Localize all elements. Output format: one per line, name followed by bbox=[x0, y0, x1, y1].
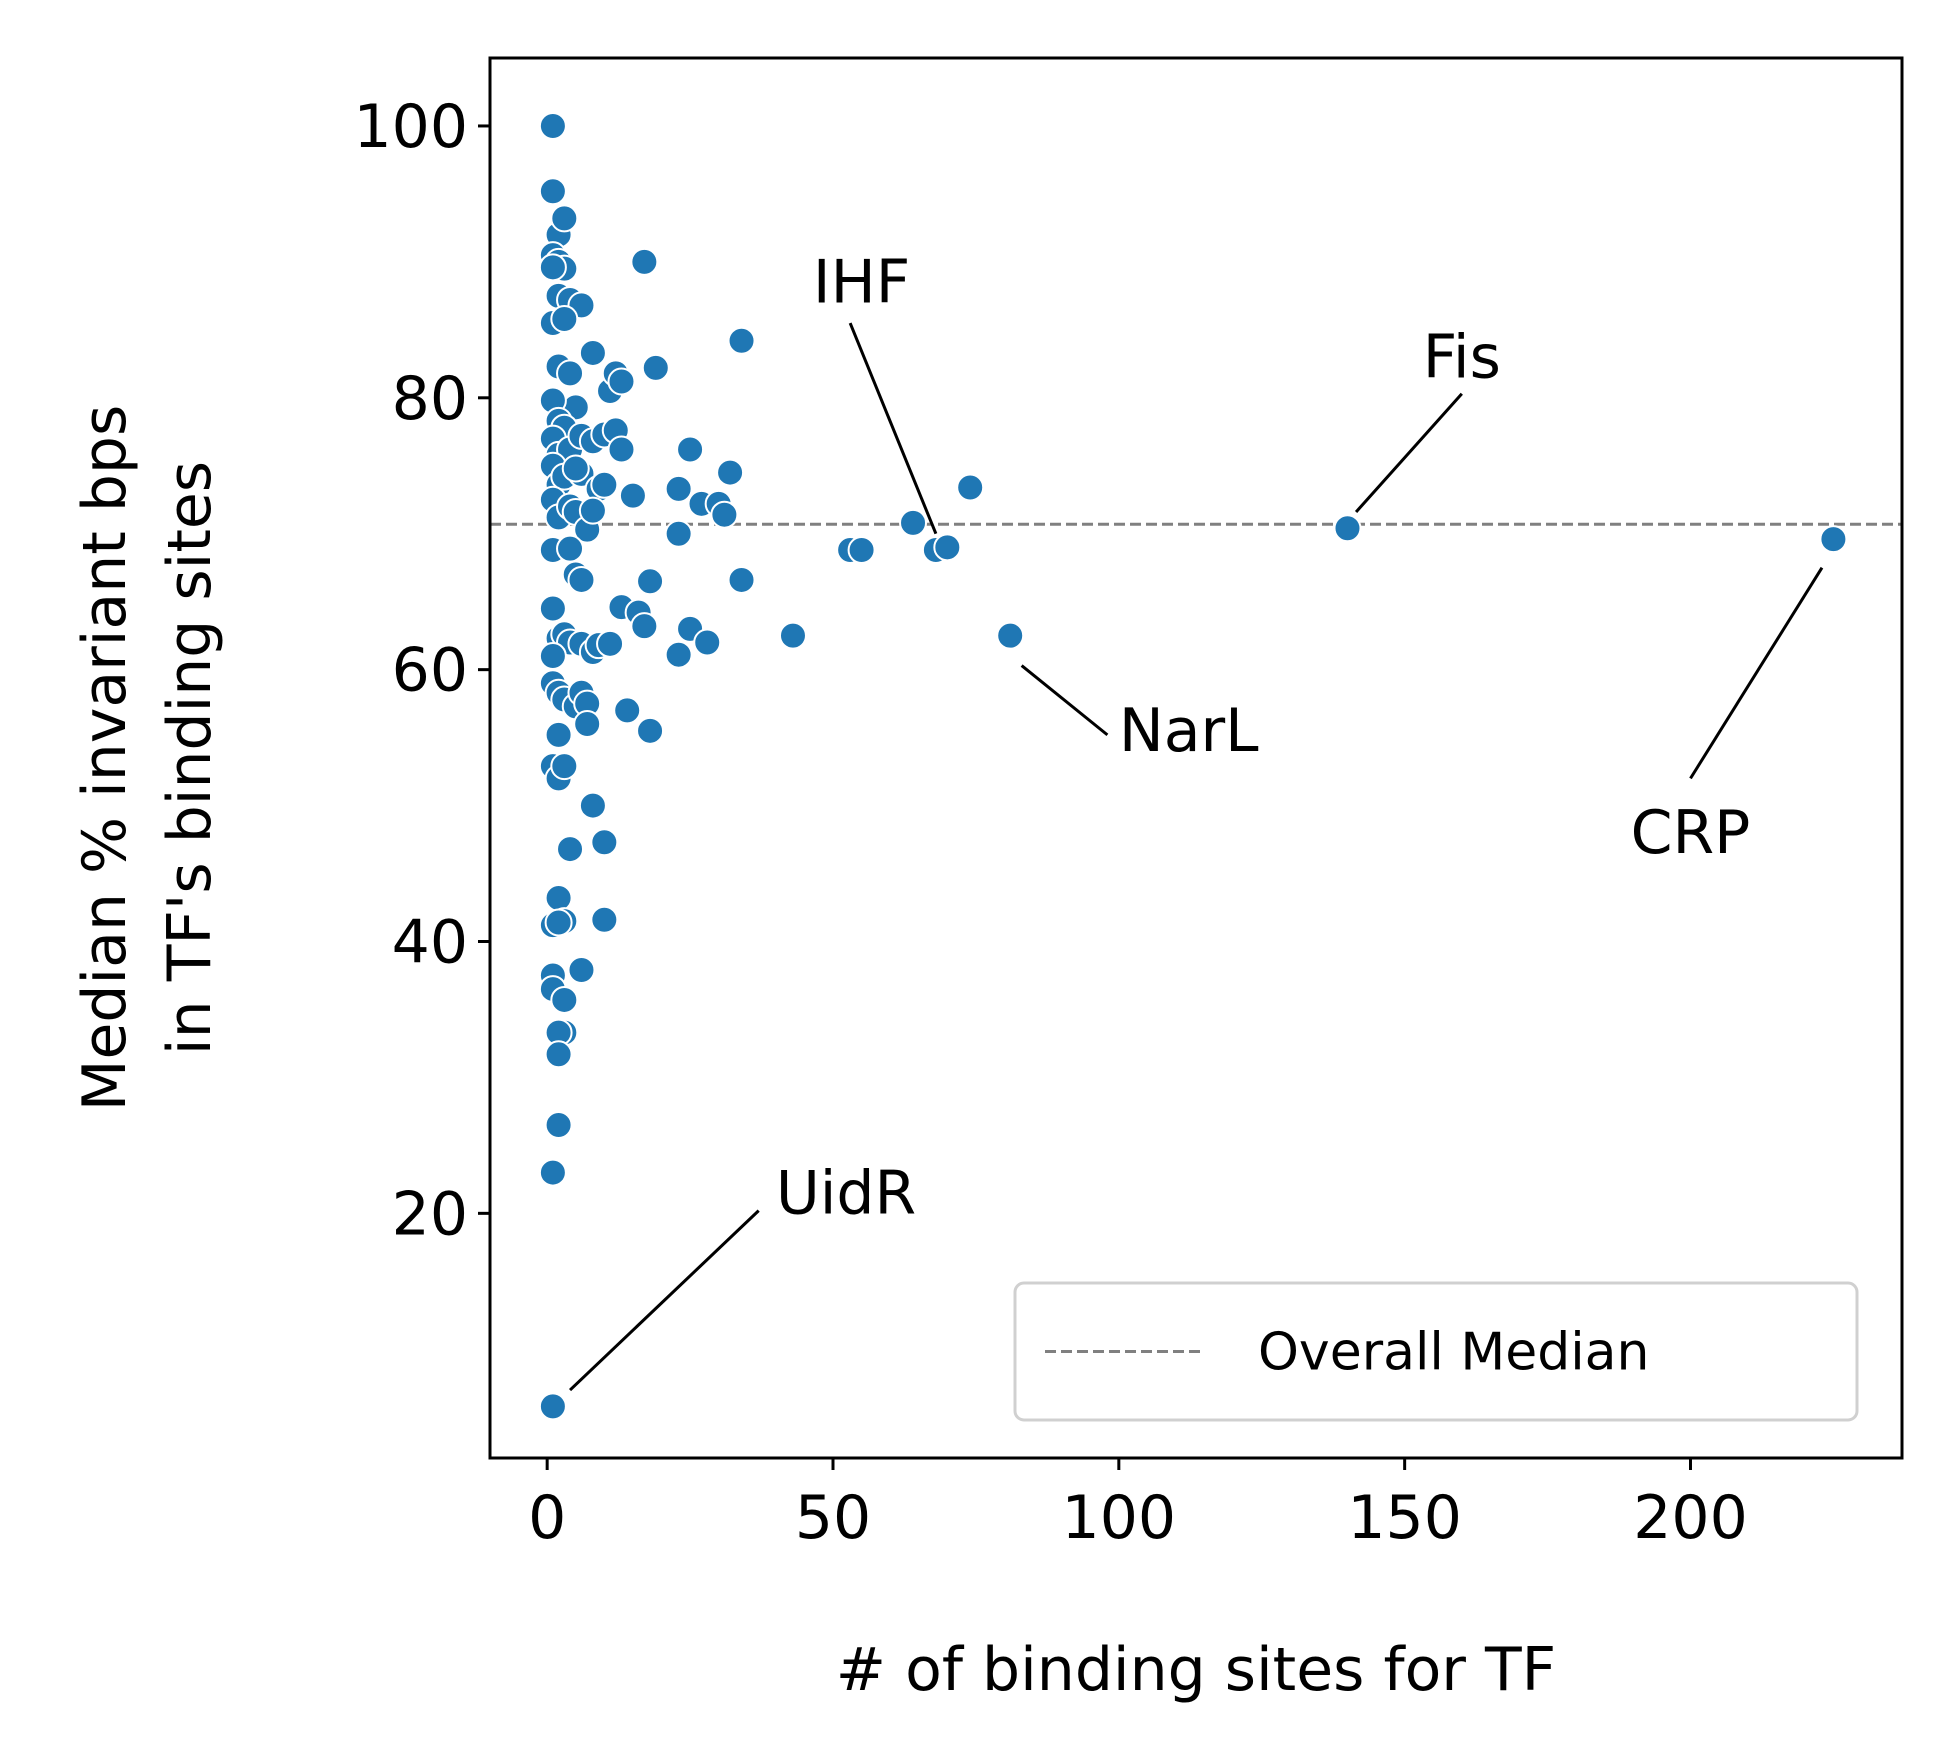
scatter-point bbox=[538, 1392, 567, 1421]
x-tick-label: 50 bbox=[795, 1483, 871, 1553]
scatter-point bbox=[727, 565, 756, 594]
scatter-point bbox=[636, 716, 665, 745]
annotation-leader-line bbox=[1689, 566, 1824, 780]
scatter-point bbox=[538, 177, 567, 206]
legend: Overall Median bbox=[1013, 1281, 1859, 1422]
x-tick-label: 0 bbox=[528, 1483, 566, 1553]
scatter-point bbox=[538, 1158, 567, 1187]
scatter-point bbox=[996, 621, 1025, 650]
scatter-point bbox=[607, 435, 636, 464]
annotation-label-crp: CRP bbox=[1631, 798, 1751, 868]
scatter-point bbox=[1819, 525, 1848, 554]
scatter-point bbox=[567, 565, 596, 594]
y-tick-label: 100 bbox=[353, 92, 468, 162]
scatter-point bbox=[538, 594, 567, 623]
annotation-leader-line bbox=[1020, 664, 1109, 737]
scatter-point bbox=[590, 905, 619, 934]
scatter-point bbox=[664, 640, 693, 669]
scatter-point bbox=[590, 828, 619, 857]
legend-box bbox=[1013, 1281, 1859, 1422]
x-ticks: 0 50 100 150 200 bbox=[528, 1458, 1748, 1553]
annotation-leader-line bbox=[848, 322, 938, 535]
scatter-point bbox=[933, 533, 962, 562]
scatter-point bbox=[693, 628, 722, 657]
scatter-point bbox=[630, 247, 659, 276]
scatter-point bbox=[550, 304, 579, 333]
x-tick-label: 100 bbox=[1062, 1483, 1177, 1553]
x-tick-label: 200 bbox=[1633, 1483, 1748, 1553]
y-tick-label: 80 bbox=[392, 364, 468, 434]
legend-label: Overall Median bbox=[1258, 1323, 1650, 1383]
scatter-point bbox=[607, 367, 636, 396]
annotation-label-uidr: UidR bbox=[776, 1158, 916, 1228]
scatter-point bbox=[556, 359, 585, 388]
scatter-point bbox=[956, 473, 985, 502]
scatter-point bbox=[578, 496, 607, 525]
scatter-point bbox=[544, 1110, 573, 1139]
annotation-leader-line bbox=[568, 1209, 760, 1392]
annotations-layer: UidR IHF NarL Fis CRP bbox=[568, 248, 1824, 1392]
scatter-point bbox=[899, 508, 928, 537]
points-layer bbox=[538, 111, 1848, 1421]
annotation-label-fis: Fis bbox=[1423, 322, 1501, 392]
scatter-point bbox=[538, 253, 567, 282]
scatter-point bbox=[641, 353, 670, 382]
y-tick-label: 60 bbox=[392, 636, 468, 706]
scatter-point bbox=[573, 710, 602, 739]
scatter-point bbox=[550, 204, 579, 233]
scatter-point bbox=[613, 696, 642, 725]
scatter-point bbox=[630, 612, 659, 641]
annotation-label-narl: NarL bbox=[1119, 696, 1259, 766]
scatter-point bbox=[538, 111, 567, 140]
scatter-point bbox=[544, 720, 573, 749]
plot-frame bbox=[488, 56, 1904, 1460]
scatter-point bbox=[664, 519, 693, 548]
scatter-point bbox=[544, 884, 573, 912]
scatter-point bbox=[567, 956, 596, 985]
y-tick-label: 20 bbox=[392, 1179, 468, 1249]
scatter-point bbox=[590, 470, 619, 499]
x-axis-label: # of binding sites for TF bbox=[836, 1635, 1556, 1705]
scatter-point bbox=[556, 835, 585, 864]
scatter-point bbox=[847, 536, 876, 565]
annotation-leader-line bbox=[1354, 392, 1463, 513]
y-axis-label-line-1: Median % invariant bps bbox=[70, 405, 140, 1112]
scatter-point bbox=[727, 326, 756, 355]
scatter-point bbox=[618, 481, 647, 510]
scatter-point bbox=[544, 1040, 573, 1069]
scatter-point bbox=[778, 621, 807, 650]
x-tick-label: 150 bbox=[1347, 1483, 1462, 1553]
scatter-point bbox=[550, 752, 579, 781]
scatter-point bbox=[716, 458, 745, 487]
y-ticks: 20 40 60 80 100 bbox=[353, 92, 490, 1249]
scatter-point bbox=[578, 338, 607, 367]
scatter-point bbox=[676, 435, 705, 464]
scatter-point bbox=[561, 454, 590, 483]
y-axis-label-line-2: in TF's binding sites bbox=[155, 461, 225, 1055]
scatter-point bbox=[664, 474, 693, 503]
y-tick-label: 40 bbox=[392, 907, 468, 977]
scatter-point bbox=[596, 629, 625, 658]
scatter-point bbox=[636, 567, 665, 596]
scatter-point bbox=[550, 985, 579, 1014]
scatter-point bbox=[556, 534, 585, 563]
scatter-point bbox=[544, 908, 573, 937]
scatter-point bbox=[1333, 514, 1362, 543]
scatter-point bbox=[538, 642, 567, 671]
scatter-point bbox=[710, 500, 739, 529]
annotation-label-ihf: IHF bbox=[813, 248, 910, 318]
scatter-point bbox=[578, 791, 607, 820]
